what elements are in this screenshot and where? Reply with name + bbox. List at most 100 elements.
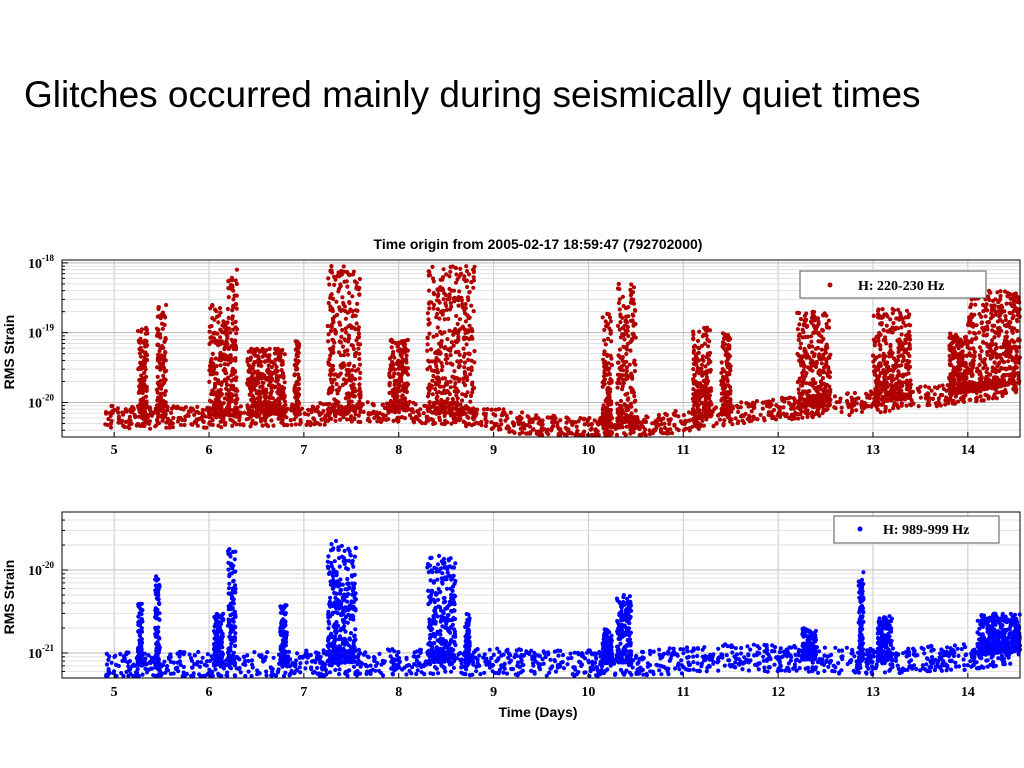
chart-top-data-point bbox=[295, 401, 300, 406]
chart-top-data-point bbox=[335, 401, 340, 406]
chart-top-data-point bbox=[296, 387, 301, 392]
chart-top-data-point bbox=[694, 355, 699, 360]
chart-top-data-point bbox=[691, 332, 696, 337]
chart-top-data-point bbox=[235, 408, 240, 413]
chart-top-data-point bbox=[434, 396, 439, 401]
chart-top-data-point bbox=[475, 407, 480, 412]
chart-top-data-point bbox=[178, 406, 183, 411]
chart-top-data-point bbox=[248, 355, 254, 360]
chart-top-data-point bbox=[426, 317, 431, 322]
chart-top-data-point bbox=[531, 427, 536, 432]
chart-top-data-point bbox=[138, 362, 144, 367]
chart-top-data-point bbox=[178, 415, 183, 420]
chart-top-data-point bbox=[337, 320, 342, 325]
chart-top-data-point bbox=[207, 407, 212, 412]
chart-top-data-point bbox=[747, 415, 752, 420]
chart-top-data-point bbox=[898, 384, 903, 389]
chart-top-data-point bbox=[170, 421, 175, 426]
chart-top-data-point bbox=[527, 418, 532, 423]
chart-top-data-point bbox=[208, 335, 213, 340]
chart-top-data-point bbox=[622, 337, 627, 342]
chart-top-data-point bbox=[815, 331, 821, 336]
chart-top-data-point bbox=[489, 407, 494, 412]
chart-top-data-point bbox=[609, 431, 614, 437]
chart-top-data-point bbox=[636, 424, 641, 429]
chart-top-data-point bbox=[720, 411, 725, 416]
chart-top-data-point bbox=[870, 353, 876, 358]
chart-top-data-point bbox=[319, 417, 324, 422]
chart-top-data-point bbox=[898, 310, 903, 316]
chart-top-data-point bbox=[899, 332, 904, 337]
chart-top-data-point bbox=[266, 383, 271, 388]
chart-top-data-point bbox=[871, 369, 877, 374]
chart-top-data-point bbox=[619, 407, 625, 412]
chart-top-data-point bbox=[250, 408, 255, 413]
chart-top-data-point bbox=[821, 336, 826, 342]
chart-top-data-point bbox=[810, 363, 815, 368]
chart-top-data-point bbox=[343, 330, 349, 335]
chart-top-data-point bbox=[327, 282, 332, 287]
chart-top-data-point bbox=[417, 413, 422, 418]
chart-top-data-point bbox=[338, 371, 343, 376]
chart-top-data-point bbox=[195, 409, 200, 415]
chart-top-data-point bbox=[337, 385, 342, 390]
chart-top-data-point bbox=[497, 407, 502, 412]
chart-top-data-point bbox=[796, 333, 802, 338]
chart-top-data-point bbox=[175, 419, 180, 424]
chart-top-data-point bbox=[471, 267, 476, 272]
chart-top-data-point bbox=[559, 430, 564, 435]
chart-top-data-point bbox=[445, 297, 450, 302]
chart-top-data-point bbox=[434, 356, 439, 361]
chart-top-data-point bbox=[444, 307, 450, 312]
chart-top-data-point bbox=[356, 413, 361, 418]
chart-top-data-point bbox=[268, 369, 273, 375]
chart-top-data-point bbox=[493, 407, 498, 412]
chart-top-data-point bbox=[231, 327, 236, 332]
chart-top-data-point bbox=[564, 415, 569, 420]
chart-top-data-point bbox=[435, 307, 440, 312]
chart-top-data-point bbox=[631, 428, 636, 433]
chart-top-data-point bbox=[892, 403, 897, 408]
chart-top-data-point bbox=[412, 420, 417, 425]
chart-top-data-point bbox=[295, 342, 300, 347]
chart-top-data-point bbox=[711, 424, 716, 429]
chart-top-data-point bbox=[938, 393, 944, 398]
chart-top-data-point bbox=[435, 405, 440, 410]
chart-top-data-point bbox=[897, 354, 902, 359]
chart-top-data-point bbox=[350, 272, 356, 277]
chart-top-data-point bbox=[818, 369, 823, 374]
chart-top-data-point bbox=[906, 371, 911, 376]
chart-top-data-point bbox=[404, 385, 409, 390]
chart-top-data-point bbox=[962, 361, 967, 367]
chart-top-data-point bbox=[218, 355, 223, 360]
chart-top-data-point bbox=[581, 430, 586, 436]
chart-top-data-point bbox=[338, 417, 343, 422]
chart-top-data-point bbox=[325, 323, 330, 329]
chart-top-data-point bbox=[463, 392, 468, 398]
chart-top-data-point bbox=[148, 409, 153, 414]
chart-top-data-point bbox=[451, 416, 456, 421]
chart-top-data-point bbox=[143, 367, 148, 372]
chart-top-data-point bbox=[159, 408, 164, 413]
chart-top-data-point bbox=[370, 401, 375, 407]
chart-top-data-point bbox=[618, 312, 623, 317]
chart-top-data-point bbox=[465, 284, 470, 290]
chart-top-data-point bbox=[690, 410, 696, 415]
chart-top-data-point bbox=[345, 348, 350, 353]
chart-top-data-point bbox=[799, 405, 804, 410]
chart-top-data-point bbox=[441, 297, 446, 302]
chart-top-data-point bbox=[332, 340, 337, 345]
chart-top-data-point bbox=[578, 416, 583, 421]
chart-top-data-point bbox=[633, 308, 638, 313]
chart-top-data-point bbox=[389, 345, 394, 350]
chart-top-data-point bbox=[230, 423, 235, 428]
chart-top-data-point bbox=[160, 344, 165, 349]
chart-top-data-point bbox=[605, 336, 611, 341]
chart-top-data-point bbox=[357, 292, 362, 297]
chart-top-data-point bbox=[437, 411, 442, 416]
chart-top-data-point bbox=[810, 368, 815, 373]
chart-top-data-point bbox=[277, 401, 282, 406]
chart-top-data-point bbox=[624, 359, 629, 364]
chart-top-data-point bbox=[145, 413, 150, 418]
chart-top-data-point bbox=[749, 418, 754, 423]
